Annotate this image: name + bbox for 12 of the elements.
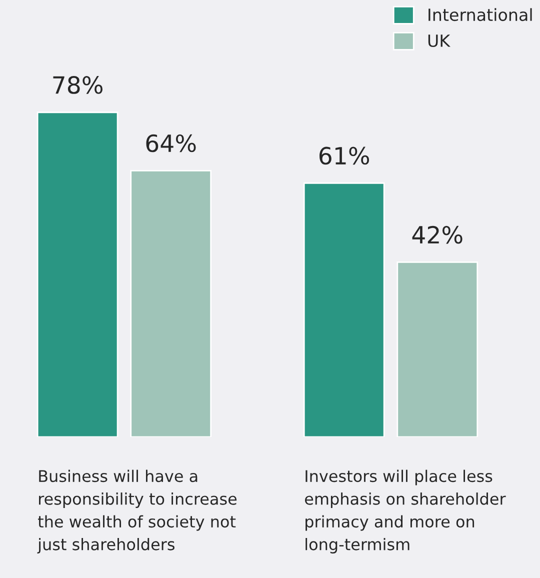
data-label: 64%: [146, 134, 196, 152]
data-label: 42%: [412, 226, 462, 244]
data-label: 61%: [320, 146, 370, 165]
bar: [396, 262, 478, 437]
legend-label: International: [428, 8, 532, 22]
x-tick-label: Business will have a responsibility to increase the wealth of society not just shareholders: [37, 470, 237, 554]
bar: [130, 170, 212, 437]
data-label: 78%: [53, 76, 102, 94]
legend-label: UK: [428, 34, 450, 48]
x-tick-label: Investors will place less emphasis on shareholder primacy and more on long-termism: [304, 470, 506, 554]
bar: [36, 112, 118, 437]
bar: [303, 182, 385, 437]
